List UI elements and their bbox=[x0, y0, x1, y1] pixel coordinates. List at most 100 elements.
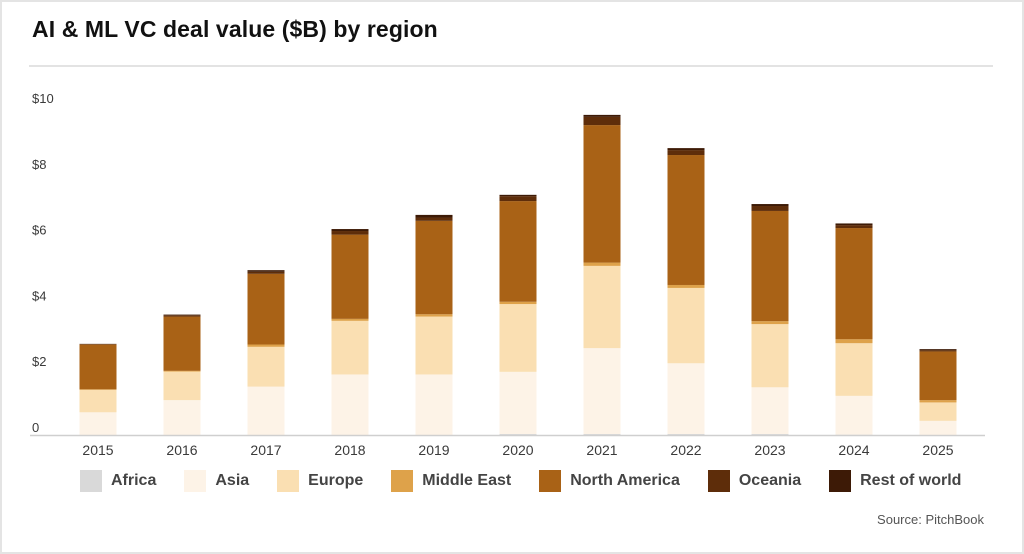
bar-segment-north-america bbox=[499, 201, 537, 302]
legend-label: Africa bbox=[111, 472, 157, 489]
x-tick-label: 2018 bbox=[334, 442, 365, 458]
legend-swatch bbox=[391, 470, 414, 492]
bar-segment-europe bbox=[247, 346, 285, 387]
bar-segment-oceania bbox=[583, 116, 621, 126]
bar-segment-oceania bbox=[835, 225, 873, 229]
bar-segment-rest-of-world bbox=[835, 223, 873, 226]
bar-segment-asia bbox=[331, 374, 369, 435]
bar-segment-asia bbox=[79, 412, 117, 435]
bar-segment-north-america bbox=[415, 220, 453, 315]
bar-segment-north-america bbox=[163, 316, 201, 371]
bar-segment-oceania bbox=[919, 350, 957, 352]
bar-stack-2024 bbox=[835, 223, 873, 435]
bar-segment-middle-east bbox=[331, 318, 369, 321]
bar-segment-asia bbox=[919, 420, 957, 435]
legend-label: Europe bbox=[308, 472, 364, 489]
bar-stack-2018 bbox=[331, 229, 369, 435]
bar-segment-middle-east bbox=[499, 301, 537, 305]
legend-swatch bbox=[707, 470, 730, 492]
y-tick-label: $8 bbox=[32, 157, 46, 172]
legend-swatch bbox=[184, 470, 207, 492]
bar-segment-oceania bbox=[331, 231, 369, 235]
bar-segment-rest-of-world bbox=[919, 349, 957, 351]
bar-segment-asia bbox=[751, 387, 789, 435]
title-divider bbox=[29, 65, 993, 67]
legend-item-rest-of-world: Rest of world bbox=[829, 470, 961, 492]
x-tick-label: 2019 bbox=[418, 442, 449, 458]
chart-title: AI & ML VC deal value ($B) by region bbox=[32, 16, 438, 42]
legend: Africa Asia Europe Middle East North America… bbox=[80, 470, 961, 492]
legend-swatch bbox=[539, 470, 562, 492]
bar-segment-rest-of-world bbox=[667, 148, 705, 151]
bar-stack-2017 bbox=[247, 270, 285, 435]
bar-segment-asia bbox=[583, 348, 621, 435]
source-note: Source: PitchBook bbox=[877, 512, 984, 527]
bar-segment-rest-of-world bbox=[163, 314, 201, 316]
bar-segment-asia bbox=[667, 363, 705, 435]
stacked-bar-chart: 0 $2 $4 $6 $8 $10 2015 2016 2017 2018 2019 2020 202… bbox=[30, 91, 985, 458]
bar-segment-middle-east bbox=[163, 370, 201, 372]
bar-segment-oceania bbox=[499, 196, 537, 202]
bar-stack-2016 bbox=[163, 314, 201, 435]
bar-stack-2022 bbox=[667, 148, 705, 435]
bar-stack-2023 bbox=[751, 204, 789, 435]
legend-item-africa: Africa bbox=[80, 470, 156, 492]
bar-segment-africa bbox=[751, 434, 789, 435]
bar-segment-north-america bbox=[331, 234, 369, 319]
bar-segment-asia bbox=[415, 374, 453, 435]
bar-segment-rest-of-world bbox=[247, 270, 285, 272]
x-tick-label: 2015 bbox=[82, 442, 113, 458]
bar-segment-north-america bbox=[919, 351, 957, 401]
bar-segment-middle-east bbox=[79, 389, 117, 390]
x-tick-label: 2023 bbox=[754, 442, 785, 458]
bar-segment-europe bbox=[163, 371, 201, 401]
bar-segment-europe bbox=[751, 324, 789, 388]
bar-stack-2021 bbox=[583, 114, 621, 435]
bar-segment-oceania bbox=[751, 206, 789, 211]
legend-item-oceania: Oceania bbox=[707, 470, 802, 492]
bar-segment-europe bbox=[583, 265, 621, 349]
bar-segment-north-america bbox=[247, 273, 285, 345]
bar-segment-middle-east bbox=[415, 314, 453, 317]
bar-segment-europe bbox=[79, 389, 117, 413]
legend-label: Oceania bbox=[738, 472, 802, 489]
legend-label: Middle East bbox=[422, 472, 512, 489]
bar-stack-2019 bbox=[415, 214, 453, 435]
legend-item-europe: Europe bbox=[277, 470, 363, 492]
y-tick-label: $6 bbox=[32, 223, 46, 238]
bar-segment-africa bbox=[499, 434, 537, 435]
legend-item-north-america: North America bbox=[539, 470, 680, 492]
x-axis: 2015 2016 2017 2018 2019 2020 2021 2022 2023 2024… bbox=[82, 442, 953, 458]
bar-stack-2020 bbox=[499, 194, 537, 435]
legend-swatch bbox=[277, 470, 300, 492]
bar-segment-north-america bbox=[667, 155, 705, 285]
bar-segment-rest-of-world bbox=[415, 214, 453, 218]
bar-segment-oceania bbox=[415, 217, 453, 221]
bar-segment-europe bbox=[331, 320, 369, 375]
bar-segment-middle-east bbox=[667, 284, 705, 288]
x-tick-label: 2024 bbox=[838, 442, 869, 458]
x-tick-label: 2022 bbox=[670, 442, 701, 458]
bar-segment-north-america bbox=[835, 228, 873, 340]
legend-item-middle-east: Middle East bbox=[391, 470, 511, 492]
legend-label: North America bbox=[570, 472, 680, 489]
bar-segment-asia bbox=[247, 386, 285, 435]
y-tick-label: $10 bbox=[32, 91, 54, 106]
x-tick-label: 2017 bbox=[250, 442, 281, 458]
bar-segment-asia bbox=[163, 400, 201, 435]
y-axis: 0 $2 $4 $6 $8 $10 bbox=[32, 91, 54, 435]
bar-segment-middle-east bbox=[583, 262, 621, 266]
y-tick-label: 0 bbox=[32, 420, 39, 435]
y-tick-label: $2 bbox=[32, 354, 46, 369]
bar-stack-2015 bbox=[79, 343, 117, 435]
bar-segment-asia bbox=[499, 371, 537, 435]
bar-segment-rest-of-world bbox=[331, 229, 369, 232]
bar-segment-oceania bbox=[163, 315, 201, 317]
x-tick-label: 2020 bbox=[502, 442, 533, 458]
bar-segment-middle-east bbox=[751, 321, 789, 325]
bar-segment-oceania bbox=[667, 150, 705, 156]
bar-segment-north-america bbox=[583, 125, 621, 263]
bar-segment-middle-east bbox=[835, 339, 873, 344]
bar-segment-africa bbox=[667, 434, 705, 435]
x-tick-label: 2016 bbox=[166, 442, 197, 458]
